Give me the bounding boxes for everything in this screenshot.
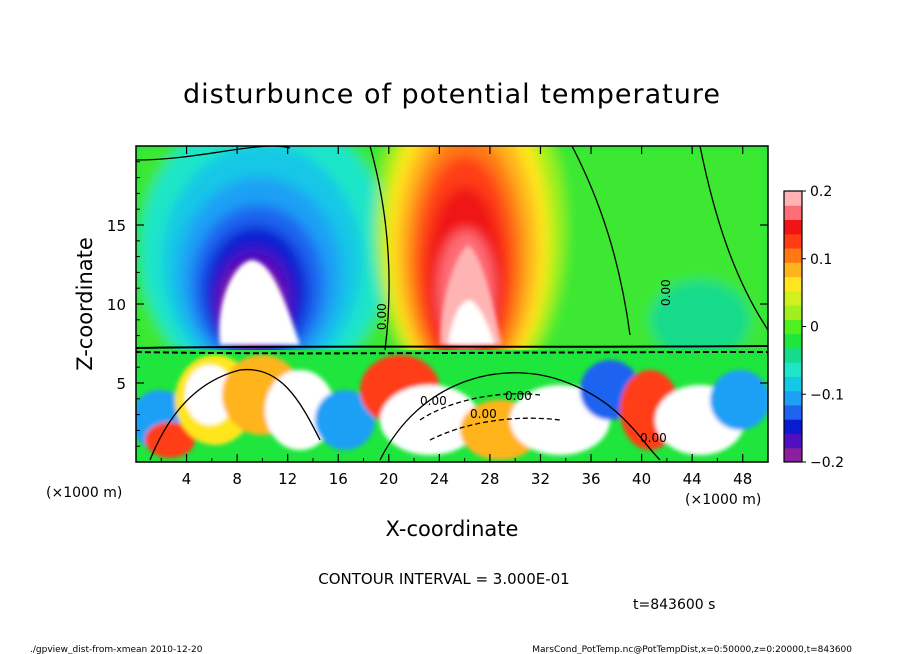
colorbar-swatch	[784, 233, 802, 249]
y-tick-label: 10	[107, 296, 126, 314]
x-tick-label: 16	[329, 470, 348, 488]
x-unit-left: (×1000 m)	[46, 485, 122, 501]
colorbar-swatch	[784, 248, 802, 263]
x-tick-label: 44	[683, 470, 702, 488]
plume-cores	[219, 245, 502, 345]
x-tick-label: 20	[379, 470, 398, 488]
contour-lower-c	[419, 393, 541, 421]
x-tick-label: 36	[581, 470, 600, 488]
y-axis-label: Z-coordinate	[73, 237, 97, 371]
colorbar-swatch	[784, 433, 802, 449]
colorbar-tick-label: 0	[810, 320, 819, 336]
contour-label: 0.00	[505, 389, 532, 403]
colorbar-tick-label: −0.2	[810, 455, 844, 471]
x-tick-label: 4	[182, 470, 192, 488]
x-tick-label: 28	[480, 470, 499, 488]
contour-lower-d	[429, 417, 561, 441]
colorbar-swatch	[784, 376, 802, 392]
colorbar-swatch	[784, 290, 802, 306]
contour-zero-edge	[699, 146, 768, 331]
x-tick-label: 8	[232, 470, 242, 488]
contour-label: 0.00	[470, 407, 497, 421]
footer-left: ./gpview_dist-from-xmean 2010-12-20	[30, 645, 203, 654]
contour-interval-label: CONTOUR INTERVAL = 3.000E-01	[318, 570, 569, 588]
x-unit-right: (×1000 m)	[685, 492, 761, 508]
contour-layer-top	[136, 345, 768, 349]
plot-area: 0.00 0.00 0.00 0.00 0.00 0.00	[136, 146, 768, 462]
colorbar-swatch	[784, 191, 802, 206]
contour-layer-dash	[136, 351, 768, 355]
colorbar-swatch	[784, 276, 802, 292]
colorbar-swatch	[784, 319, 802, 335]
time-label: t=843600 s	[633, 597, 715, 613]
x-tick-label: 12	[278, 470, 297, 488]
contour-zero-right	[571, 146, 631, 336]
y-tick-label: 15	[107, 217, 126, 235]
contour-lines	[136, 146, 768, 461]
colorbar-swatch	[784, 205, 802, 221]
x-tick-label: 24	[430, 470, 449, 488]
y-axis: 5 10 15	[107, 161, 768, 447]
footer-right: MarsCond_PotTemp.nc@PotTempDist,x=0:5000…	[532, 645, 852, 654]
x-tick-label: 48	[733, 470, 752, 488]
contour-label: 0.00	[659, 279, 673, 306]
contour-label: 0.00	[375, 303, 389, 330]
contour-label: 0.00	[420, 394, 447, 408]
lower-field	[136, 350, 768, 462]
contour-lower-b	[379, 372, 661, 461]
colorbar-tick-label: 0.2	[810, 184, 832, 200]
x-tick-label: 32	[531, 470, 550, 488]
x-tick-label: 40	[632, 470, 651, 488]
upper-field	[136, 146, 768, 400]
colorbar-swatch	[784, 404, 802, 420]
contour-labels: 0.00 0.00 0.00 0.00 0.00 0.00	[375, 279, 673, 445]
colorbar-tick-label: 0.1	[810, 252, 832, 268]
chart-title: disturbunce of potential temperature	[183, 79, 721, 110]
colorbar-swatch	[784, 419, 802, 434]
colorbar-swatch	[784, 362, 802, 377]
contour-zero-left	[369, 146, 390, 351]
colorbar: 0.2 0.1 0 −0.1 −0.2	[783, 184, 844, 471]
colorbar-swatch	[784, 219, 802, 235]
colorbar-swatch	[784, 347, 802, 363]
colorbar-swatch	[784, 262, 802, 278]
contour-label: 0.00	[640, 431, 667, 445]
colorbar-tick-label: −0.1	[810, 387, 844, 403]
colorbar-swatch	[784, 390, 802, 406]
x-axis-label: X-coordinate	[386, 517, 519, 541]
y-tick-label: 5	[116, 375, 126, 393]
colorbar-swatch	[784, 305, 802, 320]
x-axis: 4 8 12 16 20 24 28 32 36 40 44 48	[160, 146, 752, 488]
colorbar-swatch	[784, 333, 802, 349]
contour-lower-a	[149, 368, 321, 461]
colorbar-swatch	[784, 447, 802, 463]
